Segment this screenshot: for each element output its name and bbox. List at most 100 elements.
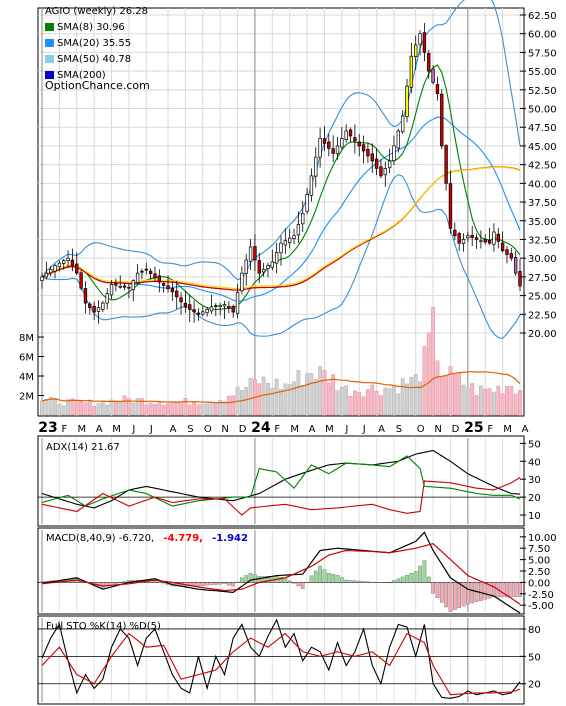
macd-histogram-bar (353, 580, 357, 583)
candle-body (92, 305, 96, 313)
macd-histogram-bar (366, 581, 370, 583)
macd-histogram-bar (205, 582, 209, 586)
volume-bar (518, 390, 522, 416)
panel-tick-label: 20 (528, 493, 541, 504)
volume-bar (66, 399, 70, 416)
x-axis-label: F (61, 424, 67, 435)
x-axis-label: A (522, 424, 529, 435)
macd-histogram-bar (483, 582, 488, 600)
macd-histogram-bar (383, 582, 388, 583)
volume-bar (140, 398, 144, 416)
macd-histogram-bar (344, 579, 349, 583)
candle-body (335, 145, 340, 155)
volume-bar (474, 395, 479, 416)
x-axis-label: F (487, 424, 493, 435)
volume-bar (392, 385, 396, 416)
volume-bar (331, 374, 336, 416)
candle-body (292, 235, 296, 239)
volume-bar (413, 374, 418, 416)
candle-body (453, 229, 457, 237)
volume-bar (53, 397, 57, 416)
candle-body (374, 158, 379, 169)
volume-bar (218, 400, 223, 416)
candle-body (344, 130, 348, 140)
legend-swatch (45, 39, 54, 47)
legend-label: SMA(20) 35.55 (57, 38, 131, 49)
macd-signal-value: -4.779, (163, 533, 203, 544)
candle-body (370, 153, 374, 162)
macd-histogram-bar (174, 582, 179, 587)
volume-bar (431, 306, 435, 416)
volume-bar (222, 400, 227, 416)
macd-histogram-bar (279, 577, 283, 583)
x-axis-label: A (378, 424, 385, 435)
volume-bar (109, 399, 114, 416)
price-tick-label: 60.00 (528, 30, 557, 41)
candle-body (201, 311, 205, 315)
macd-histogram-bar (231, 582, 236, 587)
candle-body (44, 272, 49, 278)
volume-bar (157, 402, 162, 416)
macd-histogram-bar (466, 582, 470, 605)
macd-histogram-bar (370, 581, 375, 583)
candle-body (75, 263, 79, 274)
volume-bar (205, 403, 210, 416)
volume-bar (400, 378, 405, 416)
candle-body (248, 246, 253, 262)
volume-bar (487, 388, 492, 416)
candle-body (418, 33, 422, 45)
macd-histogram-bar (418, 565, 422, 583)
macd-histogram-bar (422, 560, 427, 583)
candle-body (218, 304, 222, 308)
sma200-line (41, 166, 521, 290)
macd-histogram-bar (244, 575, 249, 583)
candle-body (175, 290, 179, 298)
x-axis: 23 F M A M J J A S O N D 24 F M A M J J A S O N D 25 F M A (38, 420, 528, 436)
volume-bar (174, 401, 179, 416)
candle-body (279, 242, 283, 254)
price-y-axis: 62.50 60.00 57.50 55.00 52.50 50.00 47.50 45.00… (520, 11, 557, 340)
candle-body (266, 265, 270, 270)
x-axis-label: J (149, 424, 153, 435)
volume-bar (166, 403, 170, 416)
candle-body (509, 253, 513, 259)
legend-swatch (45, 71, 54, 79)
volume-bar (479, 385, 483, 416)
candle-body (257, 260, 261, 274)
volume-bar (296, 370, 301, 416)
candle-body (88, 303, 92, 308)
price-tick-label: 52.50 (528, 86, 557, 97)
macd-panel: 10.007.505.002.500.00-2.50-5.00 MACD(8,4… (37, 527, 557, 615)
volume-bar (439, 376, 444, 416)
candle-body (327, 141, 331, 149)
x-axis-label: O (204, 424, 212, 435)
volume-bar (192, 402, 196, 416)
candle-body (500, 242, 505, 252)
candle-body (188, 304, 192, 310)
x-axis-label: D (452, 424, 460, 435)
volume-bar (83, 402, 88, 416)
macd-histogram-bar (452, 582, 457, 610)
volume-bar (500, 393, 505, 416)
volume-bar (313, 379, 318, 416)
candle-body (461, 239, 466, 244)
macd-signal-line (41, 543, 521, 605)
x-axis-label: M (325, 424, 334, 435)
volume-bar (122, 395, 127, 416)
panel-tick-label: 20 (528, 680, 541, 691)
candle-body (444, 145, 448, 184)
volume-bar (240, 390, 244, 416)
price-tick-label: 22.50 (528, 310, 557, 321)
macd-y-axis: 10.007.505.002.500.00-2.50-5.00 (520, 533, 557, 612)
volume-bar (231, 395, 236, 416)
volume-bar (287, 384, 292, 416)
candle-body (101, 302, 105, 310)
volume-bar (92, 405, 97, 416)
volume-bar (483, 388, 488, 416)
macd-histogram-bar (431, 582, 435, 594)
candle-body (366, 148, 370, 157)
candle-body (144, 268, 148, 271)
volume-bar (183, 398, 188, 416)
candle-body (400, 115, 405, 133)
volume-bar (87, 399, 92, 416)
